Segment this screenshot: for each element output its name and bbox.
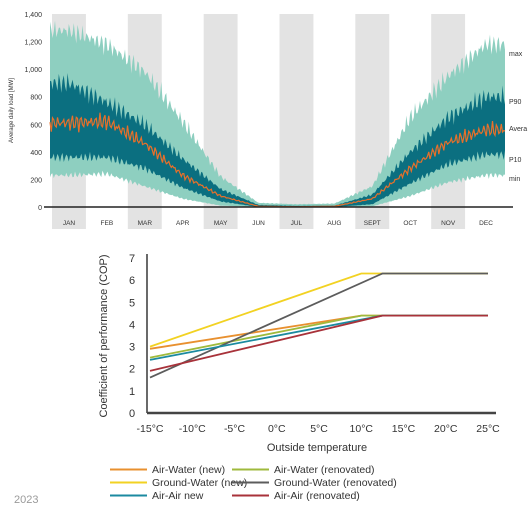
line-ground-water-renovated — [149, 272, 488, 379]
y-tick-label: 1 — [129, 386, 135, 398]
month-label: AUG — [327, 220, 341, 227]
legend-label-air-water-new: Air-Water (new) — [152, 464, 225, 476]
cop-chart: 0 1 2 3 4 5 6 7 -15°C -10°C -5°C 0°C 5°C 10°C 15°C 20°C… — [98, 253, 500, 502]
series-label-min: min — [509, 176, 520, 183]
x-tick-label: -10°C — [179, 423, 206, 435]
y-tick-label: 200 — [30, 177, 42, 184]
month-label: MAR — [138, 220, 153, 227]
series-label-max: max — [509, 51, 523, 58]
y-tick-label: 7 — [129, 253, 135, 265]
y-tick-label: 0 — [38, 205, 42, 212]
y-axis-label: Average daily load [MW] — [9, 78, 15, 143]
legend-label-ground-water-renovated: Ground-Water (renovated) — [274, 477, 397, 489]
line-air-air-renovated — [149, 314, 488, 372]
legend-label-air-water-renovated: Air-Water (renovated) — [274, 464, 375, 476]
y-axis-label: Coefficient of performance (COP) — [98, 254, 110, 417]
x-axis-label: Outside temperature — [267, 442, 367, 454]
y-tick-label: 5 — [129, 297, 135, 309]
y-tick-label: 1,400 — [24, 12, 42, 19]
x-tick-label: -15°C — [137, 423, 164, 435]
month-label: APR — [176, 220, 190, 227]
series-label-p10: P10 — [509, 157, 522, 164]
x-tick-label: 15°C — [392, 423, 416, 435]
month-label: JUL — [291, 220, 303, 227]
month-label: MAY — [214, 220, 228, 227]
month-label: FEB — [101, 220, 114, 227]
legend-label-ground-water-new: Ground-Water (new) — [152, 477, 247, 489]
x-tick-label: 10°C — [350, 423, 374, 435]
x-tick-label: -5°C — [224, 423, 246, 435]
line-air-water-new — [149, 314, 488, 350]
y-tick-label: 600 — [30, 122, 42, 129]
legend-label-air-air-new: Air-Air new — [152, 490, 204, 502]
y-tick-label: 2 — [129, 364, 135, 376]
month-label: JAN — [63, 220, 76, 227]
y-tick-label: 6 — [129, 275, 135, 287]
line-ground-water-new — [149, 272, 488, 348]
month-label: NOV — [441, 220, 456, 227]
x-tick-label: 25°C — [476, 423, 500, 435]
y-tick-label: 1,200 — [24, 40, 42, 47]
daily-load-chart: 0 200 400 600 800 1,000 1,200 1,400 Average dail… — [9, 12, 527, 229]
series-label-p90: P90 — [509, 99, 522, 106]
month-label: SEPT — [364, 220, 381, 227]
month-label: OCT — [403, 220, 417, 227]
x-tick-label: 20°C — [434, 423, 458, 435]
band-p90-p10 — [50, 73, 505, 207]
series-label-avera: Avera — [509, 126, 527, 133]
y-tick-label: 800 — [30, 95, 42, 102]
month-label: JUN — [252, 220, 265, 227]
y-tick-label: 1,000 — [24, 67, 42, 74]
y-tick-label: 0 — [129, 408, 135, 420]
month-shade-jul — [279, 14, 314, 229]
y-tick-label: 400 — [30, 150, 42, 157]
x-tick-label: 5°C — [310, 423, 328, 435]
footer-text: 2023 — [14, 494, 39, 506]
month-label: DEC — [479, 220, 493, 227]
x-tick-label: 0°C — [268, 423, 286, 435]
y-tick-label: 4 — [129, 319, 135, 331]
legend-label-air-air-renovated: Air-Air (renovated) — [274, 490, 360, 502]
y-tick-label: 3 — [129, 342, 135, 354]
